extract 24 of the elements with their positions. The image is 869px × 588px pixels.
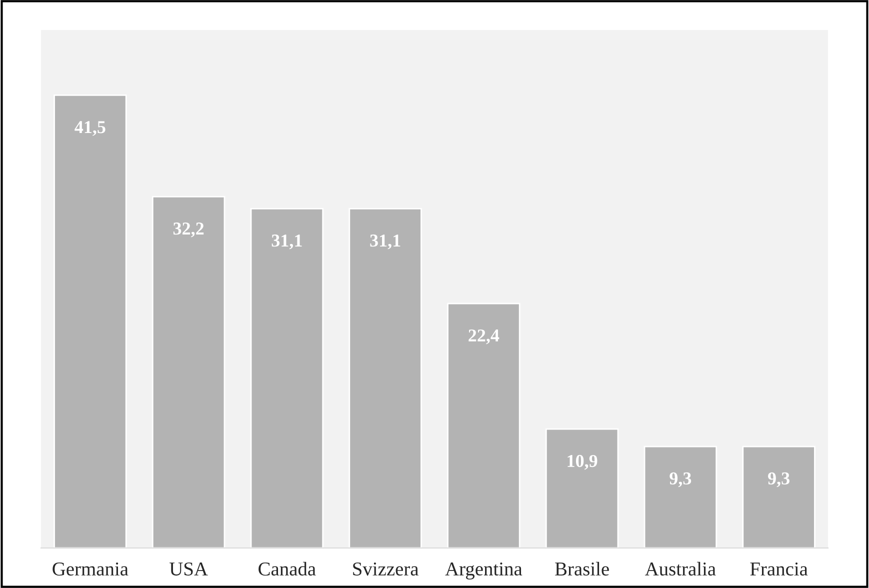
x-tick-label: Argentina: [445, 562, 522, 580]
data-label: 9,3: [768, 472, 790, 488]
bar: [250, 208, 324, 548]
bar: [152, 196, 226, 548]
x-tick-label: USA: [170, 562, 208, 576]
bar: [348, 208, 422, 548]
x-tick-label: Australia: [644, 562, 716, 576]
data-label: 31,1: [370, 234, 400, 250]
x-tick-label: Brasile: [555, 562, 609, 576]
x-tick-label: Canada: [258, 562, 316, 576]
x-tick-label: Svizzera: [353, 562, 419, 576]
x-tick-label: Germania: [52, 562, 128, 576]
bar: [54, 94, 127, 548]
data-label: 22,4: [468, 329, 500, 344]
data-label: 10,9: [568, 454, 598, 470]
bar: [742, 446, 816, 548]
data-label: 9,3: [670, 472, 692, 488]
bar: [545, 428, 619, 548]
x-tick-label: Francia: [750, 562, 808, 576]
data-label: 31,1: [272, 234, 302, 250]
bar: [447, 302, 520, 548]
bar: [644, 446, 718, 548]
data-label: 32,2: [173, 222, 204, 238]
data-label: 41,5: [74, 121, 106, 136]
